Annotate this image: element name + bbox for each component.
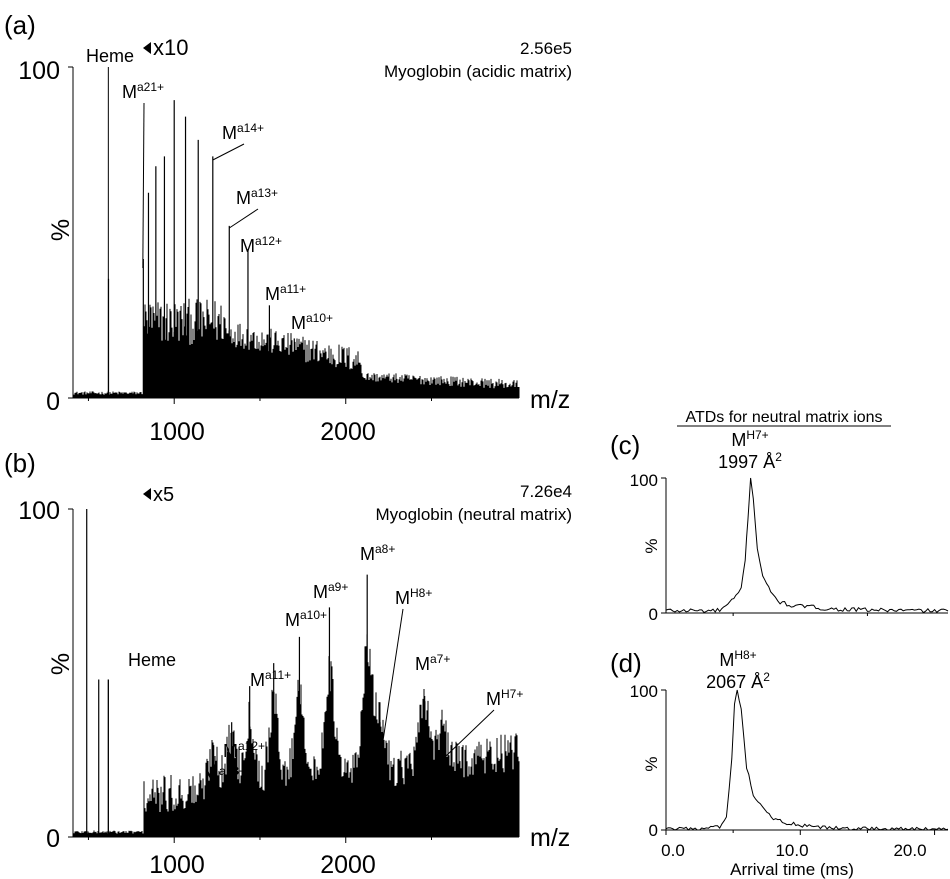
magnification-marker-b	[143, 488, 151, 500]
spectrum-panel-a: 100 0 % 1000 2000 m/z 2.56e5 Myoglobin (…	[18, 35, 572, 446]
ion-label-b-0: Ma13+	[204, 764, 246, 786]
ion-label-a-2: Ma13+	[236, 186, 278, 208]
atd-ccs-label-d: 2067 Å2	[706, 670, 770, 692]
atd-ion-label-d: MH8+	[719, 648, 756, 670]
ytick-c-0: 0	[649, 605, 658, 624]
xtick-a-1000: 1000	[149, 418, 205, 446]
intensity-a: 2.56e5	[520, 39, 572, 58]
ytick-d-100: 100	[630, 682, 658, 701]
spectrum-trace-b	[72, 634, 520, 837]
magnification-b: x5	[153, 484, 174, 506]
xtick-b-2000: 2000	[320, 851, 376, 879]
ion-label-b-7: Ma7+	[415, 652, 450, 674]
magnification-a: x10	[153, 35, 188, 60]
ion-leader-b-6	[379, 608, 404, 761]
ion-label-b-2: Ma11+	[250, 668, 291, 690]
ion-label-b-5: Ma8+	[360, 542, 395, 564]
atd-ion-label-c: MH7+	[731, 428, 768, 450]
ion-label-a-5: Ma10+	[291, 311, 333, 333]
ion-leader-b-8	[441, 709, 495, 761]
xtick-d-20: 20.0	[893, 841, 926, 860]
ion-label-b-3: Ma10+	[285, 608, 327, 630]
ion-label-b-1: Ma12+	[223, 739, 265, 761]
ion-leader-a-1	[212, 143, 245, 161]
xlabel-d: Arrival time (ms)	[730, 860, 854, 879]
atd-trace-c	[665, 477, 949, 614]
panel-b-label: (b)	[4, 448, 36, 478]
magnification-marker-a	[143, 42, 151, 54]
heme-label-a: Heme	[86, 46, 134, 66]
ytick-a-0: 0	[46, 388, 60, 416]
xtick-d-10: 10.0	[775, 841, 808, 860]
xtick-a-2000: 2000	[320, 418, 376, 446]
spectrum-trace-a	[72, 298, 520, 398]
atd-panel-d: 100 0 % 0.0 10.0 20.0 Arrival time (ms) …	[630, 648, 949, 879]
ion-label-a-0: Ma21+	[122, 80, 164, 102]
ytick-a-100: 100	[18, 57, 60, 85]
atd-trace-d	[665, 689, 949, 831]
atd-header: ATDs for neutral matrix ions	[685, 409, 882, 426]
heme-label-b: Heme	[128, 650, 176, 670]
atd-ccs-label-c: 1997 Å2	[718, 450, 782, 472]
intensity-b: 7.26e4	[520, 482, 572, 501]
panel-a-label: (a)	[4, 10, 36, 40]
ytick-b-100: 100	[18, 497, 60, 525]
ytick-d-0: 0	[649, 821, 658, 840]
panel-d-label: (d)	[610, 648, 642, 678]
xtick-d-0: 0.0	[661, 841, 685, 860]
ion-label-a-1: Ma14+	[222, 121, 264, 143]
ion-label-a-4: Ma11+	[265, 282, 306, 304]
ion-leader-a-0	[142, 102, 145, 269]
title-a: Myoglobin (acidic matrix)	[384, 62, 572, 81]
ylabel-b: %	[47, 653, 75, 675]
ylabel-a: %	[47, 219, 75, 241]
ylabel-d: %	[642, 756, 661, 771]
xlabel-b: m/z	[530, 824, 570, 852]
xtick-b-1000: 1000	[149, 851, 205, 879]
ytick-c-100: 100	[630, 471, 658, 490]
spectrum-panel-b: 100 0 % 1000 2000 m/z 7.26e4 Myoglobin (…	[18, 482, 572, 879]
title-b: Myoglobin (neutral matrix)	[375, 505, 572, 524]
ytick-b-0: 0	[46, 825, 60, 853]
ylabel-c: %	[642, 538, 661, 553]
ion-label-b-8: MH7+	[486, 687, 523, 709]
ion-leader-a-2	[228, 208, 259, 229]
ion-label-a-3: Ma12+	[240, 234, 282, 256]
xlabel-a: m/z	[530, 386, 570, 414]
atd-panel-c: 100 0 % MH7+1997 Å2	[630, 428, 949, 624]
ion-label-b-6: MH8+	[395, 586, 432, 608]
ion-label-b-4: Ma9+	[313, 580, 348, 602]
panel-c-label: (c)	[610, 430, 640, 460]
